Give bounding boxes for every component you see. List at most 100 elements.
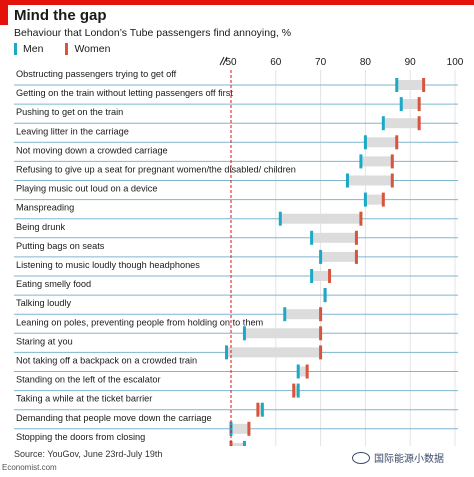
- row-9: Putting bags on seats: [14, 241, 458, 264]
- women-marker: [359, 211, 363, 226]
- row-label: Getting on the train without letting pas…: [16, 88, 233, 98]
- men-marker: [283, 307, 287, 322]
- row-3: Leaving litter in the carriage: [14, 126, 458, 150]
- row-label: Leaning on poles, preventing people from…: [16, 317, 264, 327]
- range-band: [280, 213, 361, 224]
- men-marker: [323, 288, 327, 303]
- men-marker: [260, 402, 264, 417]
- men-marker: [359, 154, 363, 169]
- men-marker: [225, 345, 229, 360]
- chart-subtitle: Behaviour that London’s Tube passengers …: [14, 27, 292, 39]
- men-marker: [242, 440, 246, 446]
- women-marker: [305, 364, 309, 379]
- legend-swatch-women: [65, 43, 69, 55]
- x-tick-label: 100: [447, 57, 464, 68]
- row-11: Eating smelly food: [14, 279, 458, 303]
- legend: Men Women: [14, 42, 110, 56]
- women-marker: [354, 249, 358, 264]
- wechat-icon: [352, 451, 370, 464]
- men-marker: [310, 230, 314, 245]
- men-marker: [242, 326, 246, 341]
- source-note: Source: YouGov, June 23rd-July 19th: [14, 449, 163, 459]
- women-marker: [390, 173, 394, 188]
- range-band: [365, 194, 384, 205]
- range-band: [311, 232, 357, 243]
- men-marker: [296, 364, 300, 379]
- women-marker: [417, 116, 421, 131]
- watermark-text: 国际能源小数据: [374, 454, 444, 465]
- row-6: Playing music out loud on a device: [14, 184, 458, 207]
- row-0: Obstructing passengers trying to get off: [14, 69, 458, 92]
- row-label: Obstructing passengers trying to get off: [16, 69, 177, 79]
- men-marker: [319, 249, 323, 264]
- row-label: Leaving litter in the carriage: [16, 126, 129, 136]
- row-label: Not taking off a backpack on a crowded t…: [16, 356, 197, 366]
- range-band: [311, 271, 330, 281]
- row-15: Not taking off a backpack on a crowded t…: [14, 356, 458, 379]
- range-band: [298, 366, 308, 377]
- men-marker: [395, 78, 399, 92]
- women-marker: [229, 440, 233, 446]
- row-label: Being drunk: [16, 222, 65, 232]
- row-label: Eating smelly food: [16, 279, 91, 289]
- men-marker: [296, 383, 300, 398]
- row-4: Not moving down a crowded carriage: [14, 145, 458, 169]
- row-label: Putting bags on seats: [16, 241, 105, 251]
- range-band: [231, 442, 245, 446]
- axis-break-mark: [219, 56, 225, 66]
- men-marker: [278, 211, 282, 226]
- dumbbell-chart: 50 60 70 80 90 100 Obstructing passengers tryi…: [14, 56, 464, 446]
- men-marker: [310, 269, 314, 283]
- range-band: [257, 404, 263, 415]
- row-12: Talking loudly: [14, 298, 458, 322]
- row-label: Playing music out loud on a device: [16, 184, 157, 194]
- women-marker: [319, 307, 323, 322]
- women-marker: [328, 269, 332, 283]
- row-19: Stopping the doors from closing: [16, 432, 246, 446]
- women-marker: [390, 154, 394, 169]
- legend-item-women: Women: [65, 43, 110, 55]
- women-marker: [395, 135, 399, 150]
- row-label: Staring at you: [16, 336, 73, 346]
- watermark: 国际能源小数据: [352, 450, 444, 465]
- women-marker: [319, 345, 323, 360]
- range-band: [284, 309, 321, 320]
- range-band: [396, 80, 424, 90]
- range-band: [347, 175, 393, 186]
- x-tick-label: 60: [270, 57, 282, 68]
- row-label: Refusing to give up a seat for pregnant …: [16, 165, 296, 175]
- legend-swatch-men: [14, 43, 17, 55]
- x-tick-label: 80: [360, 57, 372, 68]
- men-marker: [363, 135, 367, 150]
- row-label: Taking a while at the ticket barrier: [16, 394, 152, 404]
- row-2: Pushing to get on the train: [14, 107, 458, 131]
- row-label: Standing on the left of the escalator: [16, 375, 161, 385]
- range-band: [383, 118, 420, 129]
- range-band: [293, 385, 299, 396]
- row-label: Not moving down a crowded carriage: [16, 145, 168, 155]
- range-band: [365, 137, 397, 148]
- row-label: Manspreading: [16, 203, 74, 213]
- row-5: Refusing to give up a seat for pregnant …: [14, 165, 458, 188]
- range-band: [231, 423, 249, 434]
- row-7: Manspreading: [14, 203, 458, 226]
- women-marker: [319, 326, 323, 341]
- women-marker: [292, 383, 296, 398]
- row-17: Taking a while at the ticket barrier: [14, 394, 458, 417]
- x-tick-label: 50: [225, 57, 237, 68]
- legend-item-men: Men: [14, 43, 43, 55]
- site-credit: Economist.com: [2, 463, 57, 472]
- women-marker: [247, 421, 251, 436]
- row-10: Listening to music loudly though headpho…: [14, 260, 458, 283]
- men-marker: [363, 192, 367, 207]
- range-band: [360, 156, 393, 167]
- men-marker: [345, 173, 349, 188]
- men-marker: [381, 116, 385, 131]
- row-1: Getting on the train without letting pas…: [14, 88, 458, 112]
- row-18: Demanding that people move down the carr…: [14, 413, 458, 436]
- range-band: [226, 347, 321, 358]
- x-tick-label: 70: [315, 57, 327, 68]
- axis-break-mark: [222, 56, 228, 66]
- brand-bar: [0, 0, 474, 5]
- women-marker: [381, 192, 385, 207]
